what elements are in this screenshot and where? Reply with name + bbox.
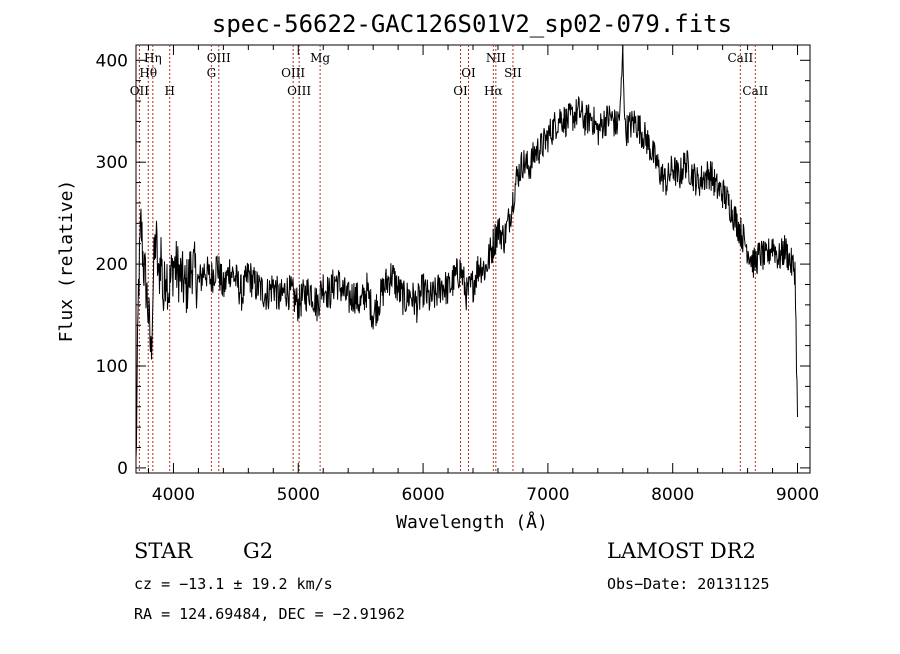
spectral-line-label: OI: [461, 66, 476, 80]
y-tick-label: 300: [96, 153, 128, 173]
x-axis-label: Wavelength (Å): [396, 511, 548, 533]
spectral-line-label: OII: [130, 84, 150, 98]
spectral-line-label: H: [164, 84, 174, 98]
spectral-line-label: OIII: [281, 66, 305, 80]
spectrum-line: [135, 44, 798, 459]
redshift-text: cz = −13.1 ± 19.2 km/s: [134, 575, 333, 593]
spectral-line-label: Hθ: [139, 66, 157, 80]
spectral-line-label: Hη: [144, 51, 162, 65]
y-tick-label: 200: [96, 255, 128, 275]
x-tick-label: 5000: [277, 485, 320, 505]
spectral-line-label: OIII: [207, 51, 231, 65]
survey-label: LAMOST DR2: [607, 539, 756, 563]
spectral-line-markers: [138, 45, 756, 473]
y-tick-label: 0: [117, 459, 128, 479]
spectral-line-label: OIII: [287, 84, 311, 98]
obs-date-text: Obs−Date: 20131125: [607, 575, 770, 593]
spectral-line-label: NII: [486, 51, 506, 65]
y-axis-label: Flux (relative): [56, 180, 77, 343]
x-tick-label: 4000: [152, 485, 195, 505]
radec-text: RA = 124.69484, DEC = −2.91962: [134, 605, 405, 623]
spectral-line-label: Mg: [310, 51, 330, 65]
x-tick-label: 6000: [401, 485, 444, 505]
spectral-line-label: CaII: [727, 51, 753, 65]
spectral-line-label: OI: [453, 84, 468, 98]
x-axis: 4000 5000 6000 7000 8000 9000: [147, 45, 819, 505]
spectral-line-label: Hα: [484, 84, 503, 98]
chart-title: spec-56622-GAC126S01V2_sp02-079.fits: [212, 10, 732, 38]
plot-frame: [135, 44, 811, 474]
spectral-line-label: CaII: [742, 84, 768, 98]
y-tick-label: 400: [96, 51, 128, 71]
spectral-line-label: G: [207, 66, 217, 80]
x-tick-label: 9000: [776, 485, 819, 505]
spectrum-series: [135, 44, 798, 459]
x-tick-label: 7000: [526, 485, 569, 505]
y-axis: 0 100 200 300 400: [96, 51, 810, 479]
object-subclass: G2: [243, 539, 273, 563]
info-panel: STAR G2 LAMOST DR2 cz = −13.1 ± 19.2 km/…: [134, 539, 770, 623]
x-tick-label: 8000: [651, 485, 694, 505]
y-tick-label: 100: [96, 357, 128, 377]
object-class: STAR: [134, 539, 193, 563]
spectral-line-label: SII: [504, 66, 522, 80]
